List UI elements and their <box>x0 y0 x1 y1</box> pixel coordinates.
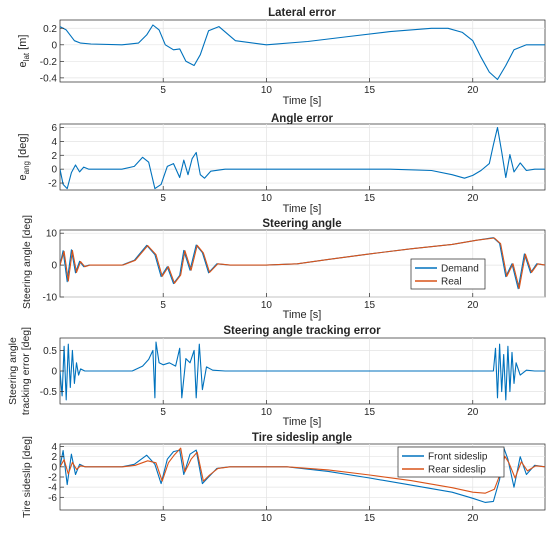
x-tick-label: 5 <box>160 300 166 311</box>
y-axis-label: Tire sideslip [deg] <box>21 436 33 518</box>
tick-labels: 5 10 15 20 -0.5 0 0.5 <box>40 346 479 418</box>
y-tick-label: -2 <box>48 473 57 484</box>
y-tick-label: 10 <box>46 229 58 240</box>
y-tick-label: -0.2 <box>40 57 58 68</box>
y-axis-label: Steering angle [deg] <box>21 215 33 309</box>
y-tick-label: -0.4 <box>40 73 58 84</box>
series-group <box>60 341 545 401</box>
y-axis-label: elat [m] <box>17 35 31 68</box>
y-tick-label: 0 <box>51 261 57 272</box>
tick-labels: 5 10 15 20 -10 0 10 <box>43 229 479 311</box>
panel-title: Angle error <box>271 113 334 125</box>
x-tick-label: 20 <box>467 85 479 96</box>
x-tick-label: 15 <box>364 193 376 204</box>
x-tick-label: 10 <box>261 193 273 204</box>
y-tick-label: -6 <box>48 493 57 504</box>
legend-label: Front sideslip <box>428 452 488 463</box>
y-tick-label: 4 <box>51 442 57 453</box>
panel-steering-tracking-error: Steering angle tracking error 5 10 15 20 -0.… <box>7 325 546 428</box>
y-tick-label: 2 <box>51 452 57 463</box>
x-tick-label: 5 <box>160 193 166 204</box>
y-axis-label: Steering angletracking error [deg] <box>7 327 32 415</box>
panel-title: Lateral error <box>268 7 336 19</box>
x-tick-label: 20 <box>467 300 479 311</box>
series-group <box>60 24 545 81</box>
series-line-0 <box>60 126 545 190</box>
y-tick-label: 6 <box>51 123 57 134</box>
x-axis-label: Time [s] <box>283 416 322 428</box>
legend: Front sideslip Rear sideslip <box>397 446 505 478</box>
x-tick-label: 10 <box>261 300 273 311</box>
x-tick-label: 5 <box>160 85 166 96</box>
panel-lateral-error: Lateral error 5 10 15 20 -0.4 -0.2 0 0.2 Time [… <box>17 7 546 107</box>
y-tick-label: -2 <box>48 179 57 190</box>
x-tick-label: 15 <box>364 407 376 418</box>
y-tick-label: 0 <box>51 462 57 473</box>
x-tick-label: 15 <box>364 300 376 311</box>
y-tick-label: 0 <box>51 40 57 51</box>
panel-angle-error: Angle error 5 10 15 20 -2 0 2 4 6 Time [s] eang … <box>17 113 546 215</box>
y-tick-label: 0 <box>51 367 57 378</box>
plot-area <box>59 123 546 191</box>
x-tick-label: 5 <box>160 513 166 524</box>
y-tick-label: -0.5 <box>40 387 58 398</box>
y-tick-label: 0.5 <box>43 346 57 357</box>
y-tick-label: 0 <box>51 165 57 176</box>
grid <box>60 124 545 190</box>
series-line-0 <box>60 24 545 81</box>
y-tick-label: 0.2 <box>43 24 57 35</box>
x-axis-label: Time [s] <box>283 309 322 321</box>
legend-label: Real <box>441 277 462 288</box>
series-group <box>60 126 545 190</box>
y-axis-label: eang [deg] <box>17 133 31 180</box>
x-tick-label: 5 <box>160 407 166 418</box>
panel-title: Steering angle <box>262 218 341 230</box>
x-tick-label: 10 <box>261 407 273 418</box>
panel-title: Tire sideslip angle <box>252 432 352 444</box>
x-axis-label: Time [s] <box>283 95 322 107</box>
grid <box>60 20 545 82</box>
y-tick-label: 4 <box>51 137 57 148</box>
legend-box <box>410 258 486 290</box>
x-tick-label: 20 <box>467 513 479 524</box>
x-tick-label: 15 <box>364 513 376 524</box>
x-axis-label: Time [s] <box>283 203 322 215</box>
legend-label: Rear sideslip <box>428 465 486 476</box>
x-tick-label: 20 <box>467 407 479 418</box>
legend: Demand Real <box>410 258 486 290</box>
series-group <box>60 237 545 290</box>
series-line-0 <box>60 341 545 401</box>
plot-area <box>59 19 546 83</box>
tick-labels: 5 10 15 20 -2 0 2 4 6 <box>48 123 479 204</box>
tick-labels: 5 10 15 20 -0.4 -0.2 0 0.2 <box>40 24 479 96</box>
x-tick-label: 10 <box>261 85 273 96</box>
y-tick-label: 2 <box>51 151 57 162</box>
x-tick-label: 20 <box>467 193 479 204</box>
panel-title: Steering angle tracking error <box>223 325 381 337</box>
y-tick-label: -10 <box>43 293 58 304</box>
x-tick-label: 10 <box>261 513 273 524</box>
series-line-real <box>60 237 545 289</box>
legend-label: Demand <box>441 264 479 275</box>
x-tick-label: 15 <box>364 85 376 96</box>
y-tick-label: -4 <box>48 483 57 494</box>
legend-box <box>397 446 505 478</box>
